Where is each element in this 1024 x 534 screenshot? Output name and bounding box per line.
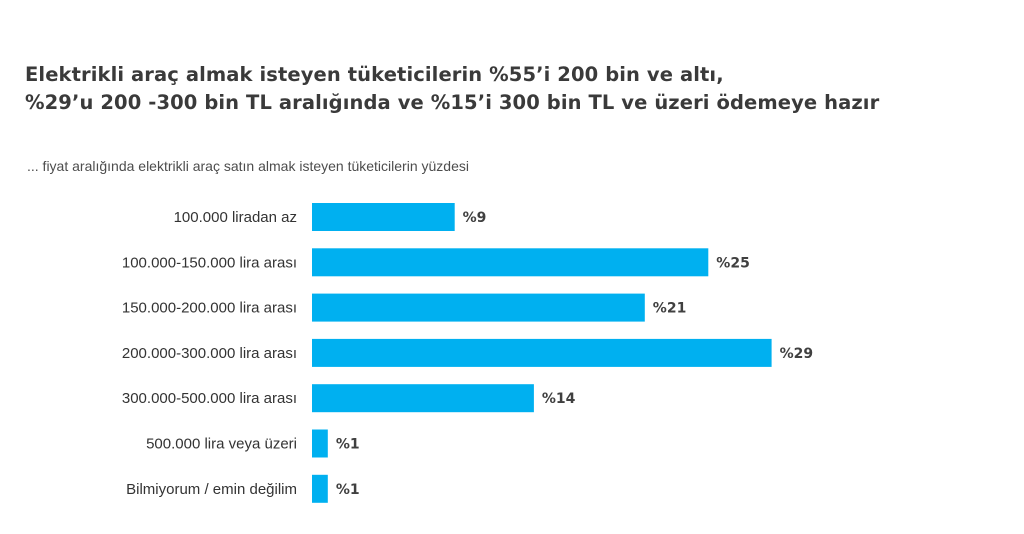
chart-title-line-1: Elektrikli araç almak isteyen tüketicile… xyxy=(25,63,724,86)
category-label-3: 150.000-200.000 lira arası xyxy=(122,300,297,317)
bar-7 xyxy=(312,474,328,503)
bar-6 xyxy=(312,429,328,458)
category-label-1: 100.000 liradan az xyxy=(174,209,297,226)
chart-subtitle: ... fiyat aralığında elektrikli araç sat… xyxy=(27,158,469,174)
bar-2 xyxy=(312,248,709,277)
category-label-6: 500.000 lira veya üzeri xyxy=(146,436,297,453)
data-label-2: %25 xyxy=(716,255,750,271)
data-label-6: %1 xyxy=(336,437,360,453)
data-label-1: %9 xyxy=(463,210,487,226)
bar-5 xyxy=(312,384,534,413)
category-label-4: 200.000-300.000 lira arası xyxy=(122,345,297,362)
data-label-3: %21 xyxy=(653,301,687,317)
bar-1 xyxy=(312,203,455,231)
category-label-2: 100.000-150.000 lira arası xyxy=(122,254,297,271)
data-label-5: %14 xyxy=(542,391,576,407)
category-label-5: 300.000-500.000 lira arası xyxy=(122,390,297,407)
bar-3 xyxy=(312,293,645,322)
category-label-7: Bilmiyorum / emin değilim xyxy=(126,481,297,498)
data-label-4: %29 xyxy=(780,346,814,362)
data-label-7: %1 xyxy=(336,482,360,498)
bar-4 xyxy=(312,338,772,367)
chart-title-line-2: %29’u 200 -300 bin TL aralığında ve %15’… xyxy=(25,91,880,114)
